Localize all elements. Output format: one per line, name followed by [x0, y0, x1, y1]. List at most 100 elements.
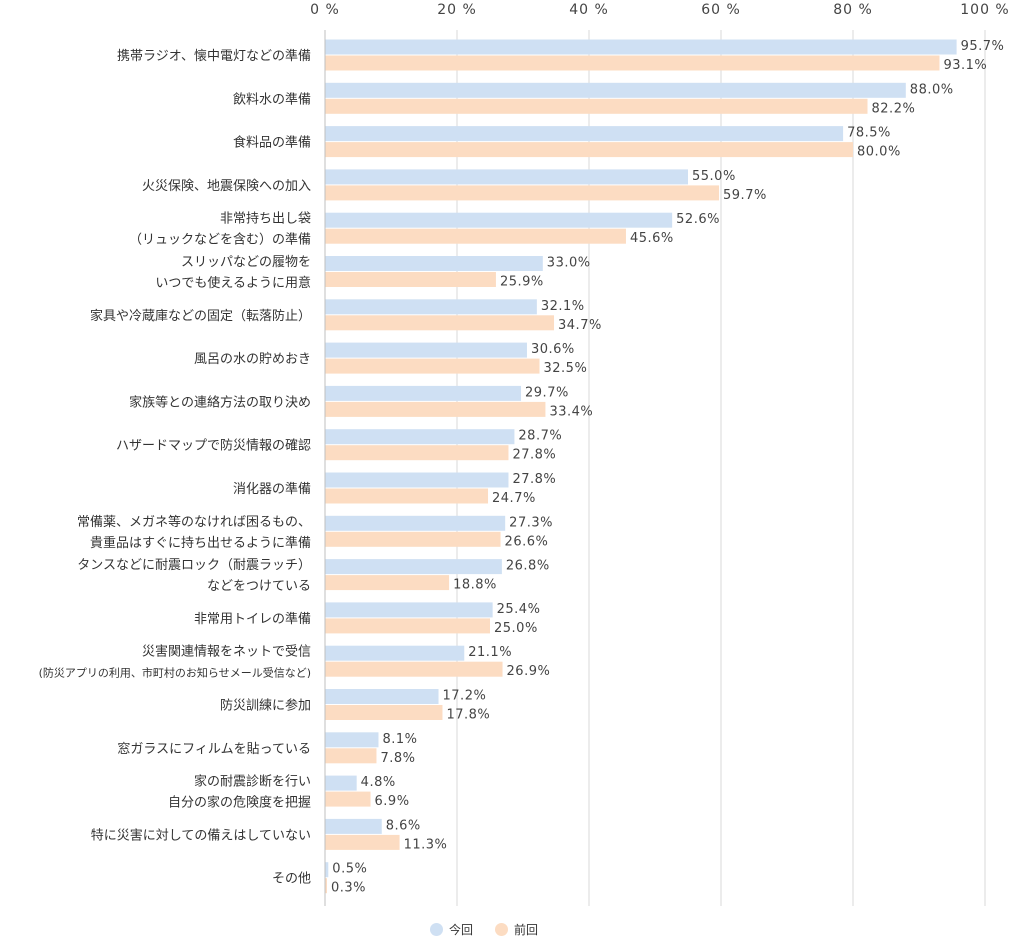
- category-label: 家具や冷蔵庫などの固定（転落防止）: [90, 308, 311, 324]
- data-label-previous: 7.8%: [380, 751, 415, 766]
- bar-previous: [325, 142, 853, 158]
- data-label-current: 33.0%: [547, 256, 591, 271]
- category-label: タンスなどに耐震ロック（耐震ラッチ）: [77, 558, 311, 573]
- data-label-current: 29.7%: [525, 385, 569, 400]
- bar-previous: [325, 748, 377, 764]
- chart-legend: 今回 前回: [430, 921, 538, 938]
- category-label: いつでも使えるように用意: [155, 275, 311, 291]
- bar-previous: [325, 531, 501, 547]
- x-tick-label: 20 %: [437, 2, 477, 18]
- data-label-current: 17.2%: [443, 689, 487, 704]
- category-label: 窓ガラスにフィルムを貼っている: [117, 741, 311, 757]
- category-label: スリッパなどの履物を: [181, 255, 311, 270]
- data-label-previous: 26.6%: [505, 534, 549, 549]
- data-label-current: 27.3%: [509, 515, 553, 530]
- category-label: 貴重品はすぐに持ち出せるように準備: [90, 535, 311, 551]
- data-label-previous: 18.8%: [453, 578, 497, 593]
- data-label-previous: 27.8%: [512, 448, 556, 463]
- category-label: 非常持ち出し袋: [220, 212, 311, 227]
- data-label-previous: 24.7%: [492, 491, 536, 506]
- data-label-current: 88.0%: [910, 82, 954, 97]
- bar-current: [325, 429, 515, 445]
- data-label-previous: 25.0%: [494, 621, 538, 636]
- data-label-previous: 17.8%: [446, 708, 490, 723]
- category-label: 災害関連情報をネットで受信: [142, 644, 311, 660]
- bar-current: [325, 342, 527, 358]
- data-label-current: 55.0%: [692, 169, 736, 184]
- data-label-current: 27.8%: [512, 472, 556, 487]
- x-tick-label: 40 %: [569, 2, 609, 18]
- bar-current: [325, 515, 506, 531]
- bar-current: [325, 169, 688, 185]
- category-label: 非常用トイレの準備: [194, 611, 311, 627]
- x-tick-label: 60 %: [701, 2, 741, 18]
- bar-previous: [325, 791, 371, 807]
- bar-current: [325, 602, 493, 618]
- bar-current: [325, 472, 509, 488]
- category-label: 家族等との連絡方法の取り決め: [129, 394, 311, 410]
- bar-current: [325, 256, 543, 271]
- data-label-current: 28.7%: [518, 429, 562, 444]
- category-label: 風呂の水の貯めおき: [194, 352, 311, 367]
- bar-previous: [325, 228, 626, 244]
- category-label: 消化器の準備: [233, 481, 311, 497]
- data-label-current: 26.8%: [506, 559, 550, 574]
- data-label-previous: 0.3%: [331, 881, 366, 896]
- data-label-previous: 80.0%: [857, 145, 901, 160]
- category-label: 家の耐震診断を行い: [194, 774, 311, 790]
- bar-current: [325, 39, 957, 55]
- bar-current: [325, 82, 906, 98]
- bar-previous: [325, 315, 555, 331]
- bar-current: [325, 775, 357, 791]
- category-label: 携帯ラジオ、懐中電灯などの準備: [117, 48, 311, 64]
- data-label-previous: 45.6%: [630, 231, 674, 246]
- bar-previous: [325, 661, 503, 677]
- bar-previous: [325, 488, 489, 504]
- data-label-current: 52.6%: [676, 212, 720, 227]
- data-label-previous: 25.9%: [500, 275, 544, 290]
- bar-current: [325, 689, 439, 704]
- data-label-current: 32.1%: [541, 299, 585, 314]
- bar-previous: [325, 618, 490, 634]
- bar-previous: [325, 878, 327, 894]
- category-label: などをつけている: [207, 579, 311, 594]
- legend-swatch-current: [430, 923, 443, 936]
- bar-previous: [325, 445, 509, 461]
- category-label: 防災訓練に参加: [220, 698, 311, 714]
- category-label: （リュックなどを含む）の準備: [129, 232, 311, 248]
- data-label-current: 0.5%: [332, 862, 367, 877]
- category-label: 常備薬、メガネ等のなければ困るもの、: [77, 514, 311, 530]
- bar-current: [325, 212, 673, 228]
- data-label-current: 8.6%: [386, 818, 421, 833]
- bar-previous: [325, 55, 940, 71]
- bar-current: [325, 126, 844, 142]
- category-label: 火災保険、地震保険への加入: [142, 179, 311, 194]
- category-label: 自分の家の危険度を把握: [168, 795, 311, 811]
- bar-previous: [325, 272, 496, 287]
- data-label-previous: 33.4%: [549, 404, 593, 419]
- legend-item-current: 今回: [430, 921, 473, 938]
- legend-label-current: 今回: [449, 923, 474, 937]
- bar-previous: [325, 705, 443, 720]
- data-label-current: 95.7%: [961, 39, 1005, 54]
- data-label-current: 21.1%: [468, 645, 512, 660]
- bar-previous: [325, 575, 450, 591]
- category-label: 特に災害に対しての備えはしていない: [91, 827, 311, 843]
- data-label-previous: 93.1%: [943, 58, 987, 73]
- data-label-previous: 6.9%: [375, 794, 410, 809]
- bar-current: [325, 645, 465, 661]
- x-tick-label: 80 %: [833, 2, 873, 18]
- data-label-previous: 34.7%: [558, 318, 602, 333]
- data-label-previous: 32.5%: [544, 361, 588, 376]
- x-tick-label: 0 %: [310, 2, 340, 18]
- data-label-current: 8.1%: [382, 732, 417, 747]
- data-label-current: 4.8%: [361, 775, 396, 790]
- bar-current: [325, 732, 379, 748]
- bar-previous: [325, 185, 720, 201]
- bar-current: [325, 862, 329, 878]
- data-label-previous: 82.2%: [872, 101, 916, 116]
- category-label: ハザードマップで防災情報の確認: [116, 438, 311, 454]
- category-label: 食料品の準備: [233, 135, 311, 151]
- bar-current: [325, 818, 382, 834]
- bar-previous: [325, 98, 868, 114]
